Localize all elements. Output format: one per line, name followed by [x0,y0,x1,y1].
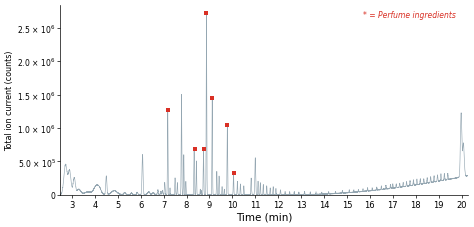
Y-axis label: Total ion current (counts): Total ion current (counts) [6,50,15,150]
X-axis label: Time (min): Time (min) [236,212,292,222]
Text: * = Perfume ingredients: * = Perfume ingredients [364,11,456,20]
